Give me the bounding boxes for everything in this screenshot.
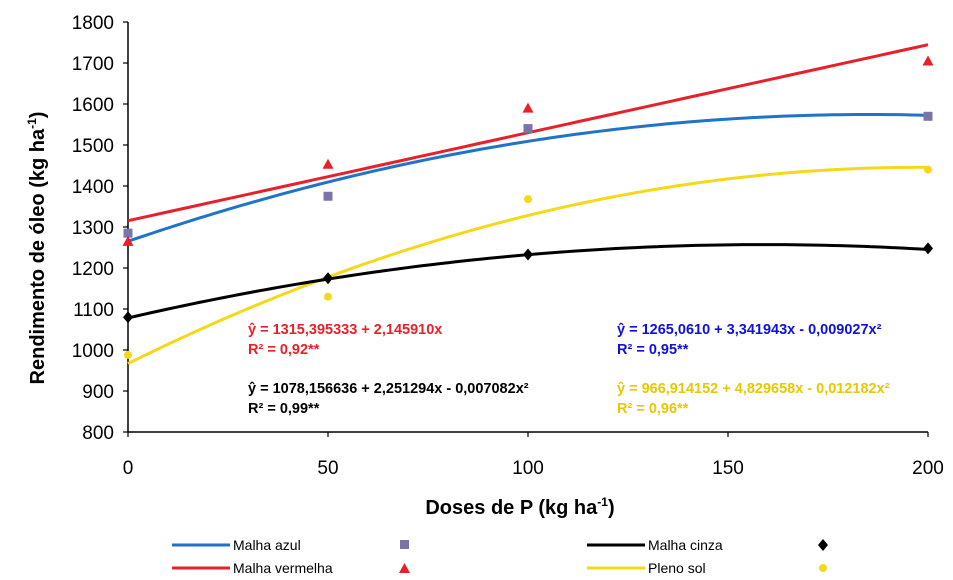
data-point-cinza [523, 248, 533, 261]
y-tick-label: 1100 [73, 300, 114, 321]
equation-vermelha: ŷ = 1315,395333 + 2,145910x R² = 0,92** [248, 322, 442, 358]
y-tick-label: 1000 [72, 341, 114, 362]
equation-cinza-formula: ŷ = 1078,156636 + 2,251294x - 0,007082x² [248, 381, 529, 397]
y-tick-label: 1300 [72, 218, 114, 239]
x-tick-label: 0 [123, 458, 134, 479]
legend-marker-cinza [818, 539, 828, 551]
equation-cinza-r2: R² = 0,99** [248, 401, 320, 417]
legend-marker-vermelha [399, 563, 410, 573]
legend-label-cinza: Malha cinza [648, 537, 723, 553]
y-tick-label: 800 [82, 423, 114, 444]
fit-line-pleno [127, 165, 929, 365]
legend-item-cinza: Malha cinza [587, 537, 828, 553]
data-markers [122, 55, 934, 359]
fit-line-azul [127, 113, 929, 243]
legend-item-pleno: Pleno sol [587, 560, 827, 576]
data-point-azul [923, 111, 933, 121]
x-tick-label: 150 [712, 458, 744, 479]
x-tick-label: 200 [912, 458, 944, 479]
data-point-vermelha [522, 102, 534, 113]
y-tick-label: 1800 [72, 13, 114, 34]
y-axis-title: Rendimento de óleo (kg ha-1) [25, 112, 49, 385]
data-point-cinza [923, 242, 933, 255]
data-point-pleno [924, 165, 932, 174]
data-point-pleno [324, 292, 332, 301]
x-axis-title-sup: -1 [597, 495, 608, 509]
legend-label-vermelha: Malha vermelha [233, 560, 333, 576]
x-axis-title: Doses de P (kg ha-1) [425, 495, 614, 519]
data-point-pleno [524, 195, 532, 204]
y-axis-title-sup: -1 [25, 118, 39, 129]
data-point-vermelha [922, 55, 934, 66]
regression-lines [127, 43, 929, 365]
legend-label-azul: Malha azul [233, 537, 301, 553]
legend-item-vermelha: Malha vermelha [172, 560, 410, 576]
y-tick-label: 1400 [72, 177, 114, 198]
data-point-cinza [123, 311, 133, 324]
y-axis-title-close: ) [27, 112, 49, 119]
legend-marker-azul [400, 540, 409, 549]
equation-vermelha-formula: ŷ = 1315,395333 + 2,145910x [248, 322, 442, 338]
data-point-azul [123, 228, 133, 238]
legend-marker-pleno [819, 564, 827, 572]
equation-vermelha-r2: R² = 0,92** [248, 342, 320, 358]
equation-pleno: ŷ = 966,914152 + 4,829658x - 0,012182x² … [617, 381, 890, 417]
equation-azul-formula: ŷ = 1265,0610 + 3,341943x - 0,009027x² [617, 322, 882, 338]
data-point-vermelha [122, 235, 134, 246]
x-tick-label: 100 [512, 458, 544, 479]
data-point-cinza [323, 272, 333, 285]
x-axis-title-close: ) [608, 497, 615, 519]
y-tick-label: 1700 [72, 54, 114, 75]
y-tick-label: 900 [82, 382, 114, 403]
y-tick-label: 1600 [72, 95, 114, 116]
equation-pleno-formula: ŷ = 966,914152 + 4,829658x - 0,012182x² [617, 381, 890, 397]
data-point-azul [323, 191, 333, 201]
y-tick-label: 1500 [72, 136, 114, 157]
legend-label-pleno: Pleno sol [648, 560, 706, 576]
data-point-pleno [124, 350, 132, 359]
x-axis-title-text: Doses de P (kg ha [425, 497, 598, 519]
data-point-azul [523, 124, 533, 134]
equation-azul: ŷ = 1265,0610 + 3,341943x - 0,009027x² R… [617, 322, 882, 358]
y-axis-title-text: Rendimento de óleo (kg ha [27, 128, 49, 384]
data-point-vermelha [322, 158, 334, 169]
legend-item-azul: Malha azul [172, 537, 409, 553]
equation-azul-r2: R² = 0,95** [617, 342, 689, 358]
y-tick-label: 1200 [72, 259, 114, 280]
plot-area: 8009001000110012001300140015001600170018… [72, 13, 944, 479]
x-tick-label: 50 [317, 458, 338, 479]
equation-cinza: ŷ = 1078,156636 + 2,251294x - 0,007082x²… [248, 381, 529, 417]
legend: Malha azul Malha vermelha Malha cinza Pl… [172, 537, 828, 576]
equation-pleno-r2: R² = 0,96** [617, 401, 689, 417]
